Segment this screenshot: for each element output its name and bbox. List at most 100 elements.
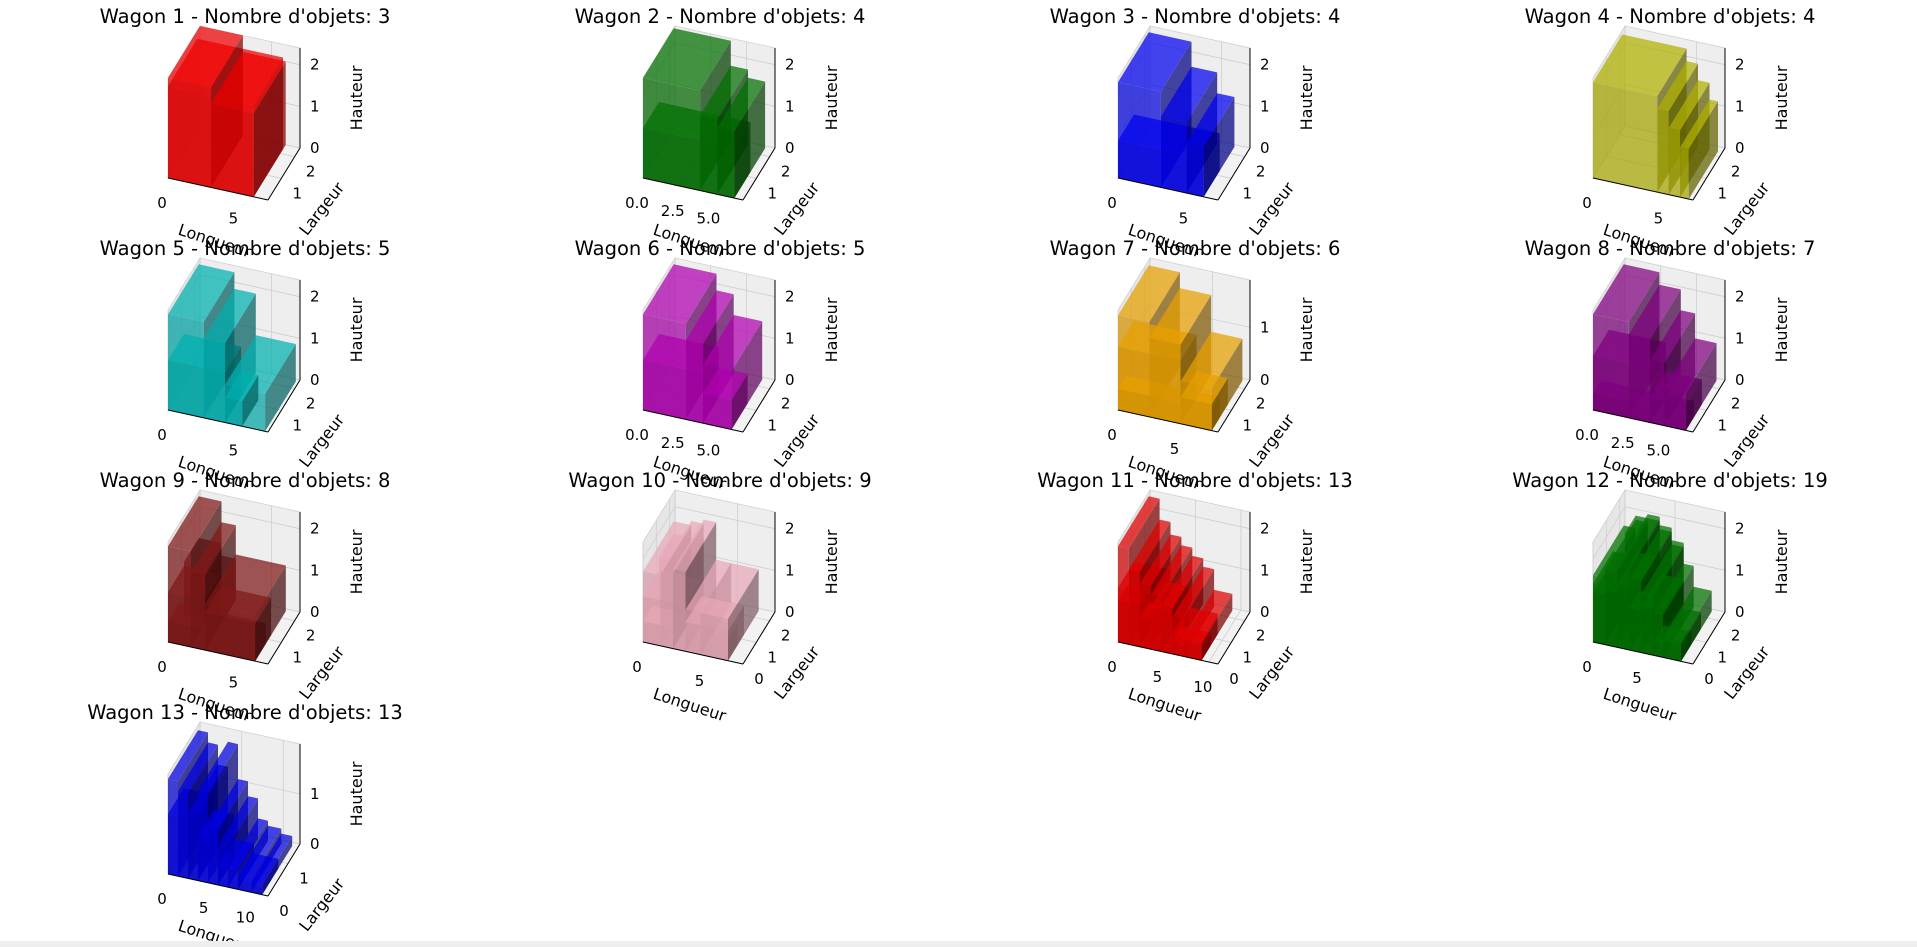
y-tick-label: 2 (1256, 627, 1266, 645)
z-tick-label: 0 (310, 139, 320, 157)
box-object (1183, 589, 1233, 661)
y-tick-label: 1 (1718, 416, 1728, 434)
z-tick-label: 1 (785, 329, 795, 347)
y-tick-label: 2 (306, 627, 316, 645)
chart-title: Wagon 8 - Nombre d'objets: 7 (1524, 237, 1816, 260)
z-tick-label: 2 (310, 288, 320, 306)
y-axis-label: Largeur (295, 642, 348, 703)
boxes (1118, 265, 1243, 431)
y-tick-label: 1 (1243, 416, 1253, 434)
box-top-face (168, 496, 222, 552)
axis-lines (167, 280, 301, 433)
x-axis-line (167, 641, 269, 665)
z-tick-label: 1 (1260, 561, 1270, 579)
z-tick-label: 0 (1260, 603, 1270, 621)
axis-lines (1117, 48, 1251, 201)
y-tick-label: 1 (293, 416, 303, 434)
box-front-face (225, 397, 243, 427)
box-front-face (1593, 82, 1658, 193)
axis-lines (642, 512, 776, 665)
box-top-face (1668, 80, 1710, 131)
y-axis-label: Largeur (770, 410, 823, 471)
z-tick-label: 0 (1735, 603, 1745, 621)
y-axis-label: Largeur (1245, 642, 1298, 703)
box-top-face (1118, 32, 1192, 92)
box-front-face (1186, 143, 1204, 197)
x-tick-label: 5 (1170, 440, 1180, 458)
y-axis-label: Largeur (770, 178, 823, 239)
chart-title: Wagon 11 - Nombre d'objets: 13 (1037, 469, 1353, 492)
box-front-face (1149, 337, 1181, 424)
box-object (700, 563, 759, 661)
y-tick-label: 1 (1718, 184, 1728, 202)
z-tick-label: 0 (310, 835, 320, 853)
box-front-face (1161, 605, 1173, 654)
x-tick-label: 0 (157, 658, 167, 676)
box-object (717, 77, 766, 199)
box-top-face (685, 290, 734, 344)
box-top-face (1617, 518, 1660, 571)
box-top-face (700, 563, 759, 619)
box-top-face (1128, 519, 1171, 572)
x-axis-line (167, 409, 269, 433)
axis-lines (167, 512, 301, 665)
z-tick-label: 2 (785, 56, 795, 74)
y-tick-label: 0 (279, 902, 289, 920)
box-front-face (673, 569, 686, 652)
x-axis-line (1592, 409, 1694, 433)
z-tick-label: 1 (310, 785, 320, 803)
box-object (210, 52, 286, 197)
chart-title: Wagon 6 - Nombre d'objets: 5 (574, 237, 866, 260)
box-top-face (178, 742, 218, 794)
box-side-face (728, 569, 759, 661)
box-side-face (1203, 97, 1235, 197)
box-front-face (1160, 116, 1187, 194)
x-tick-label: 5 (229, 442, 239, 460)
box-top-face (1183, 589, 1233, 644)
box-side-face (1211, 378, 1228, 431)
box-top-face (218, 796, 258, 848)
subplot-wagon-6: 0.0 2.5 5.0 1 2 0 1 2 Longueur Largeur Hauteur Wago… (485, 232, 955, 493)
box-front-face (210, 104, 254, 197)
x-tick-label: 5.0 (696, 442, 720, 460)
x-tick-label: 5 (695, 672, 705, 690)
box-object (703, 368, 748, 430)
box-front-face (168, 78, 211, 188)
box-top-face (1657, 61, 1698, 112)
box-side-face (731, 374, 748, 430)
box-object (1680, 99, 1718, 200)
box-object (1664, 338, 1717, 431)
y-tick-label: 2 (1731, 163, 1741, 181)
box-front-face (700, 613, 728, 661)
subplot-wagon-11: 0 5 10 0 1 2 0 1 2 Longueur Largeur Hauteur Wagon 11… (960, 464, 1430, 725)
box-top-face (203, 288, 256, 344)
y-axis-label: Largeur (1245, 178, 1298, 239)
chart-title: Wagon 3 - Nombre d'objets: 4 (1049, 5, 1341, 28)
box-top-face (1663, 608, 1701, 645)
z-axis-label: Hauteur (347, 761, 366, 826)
axis-lines (1117, 280, 1251, 433)
z-tick-label: 0 (1260, 139, 1270, 157)
x-tick-label: 0 (1107, 426, 1117, 444)
y-tick-label: 2 (1731, 627, 1741, 645)
x-tick-label: 0 (1107, 658, 1117, 676)
z-axis-label: Hauteur (347, 529, 366, 594)
y-tick-label: 2 (1256, 163, 1266, 181)
z-tick-label: 1 (785, 561, 795, 579)
x-axis-line (1117, 641, 1219, 665)
z-gridline (1592, 506, 1726, 559)
chart-title: Wagon 10 - Nombre d'objets: 9 (568, 469, 872, 492)
box-object (1663, 608, 1701, 662)
x-tick-label: 0.0 (1575, 426, 1599, 444)
z-axis-label: Hauteur (347, 297, 366, 362)
box-side-face (1685, 343, 1717, 431)
subplot-wagon-4: 0 5 1 2 0 1 2 Longueur Largeur Hauteur Wagon 4 - N… (1435, 0, 1905, 261)
